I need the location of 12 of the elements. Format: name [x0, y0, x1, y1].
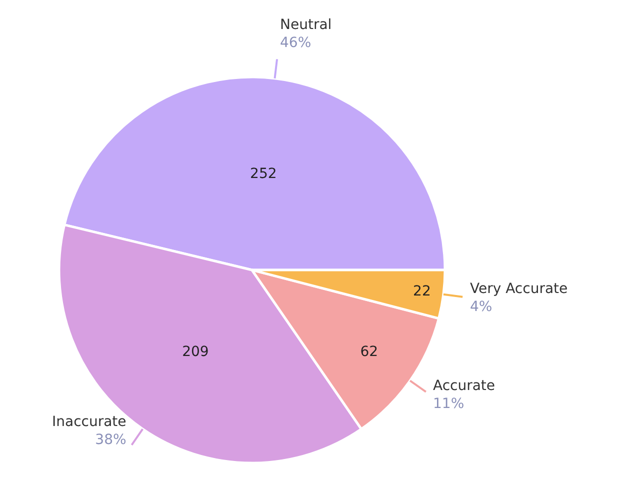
- text: 46%: [280, 35, 312, 52]
- data-label: 62: [360, 344, 378, 360]
- slice-label: Inaccurate: [52, 414, 126, 430]
- slice-label: Neutral: [280, 17, 332, 33]
- data-label: 22: [413, 284, 431, 300]
- text: 4%: [470, 299, 492, 316]
- text: 11%: [433, 396, 464, 412]
- slice-label: Accurate: [433, 378, 496, 394]
- text: 38%: [95, 432, 126, 448]
- slice-label: Very Accurate: [470, 281, 568, 297]
- data-label: 252: [250, 166, 277, 182]
- data-label: 209: [182, 344, 209, 360]
